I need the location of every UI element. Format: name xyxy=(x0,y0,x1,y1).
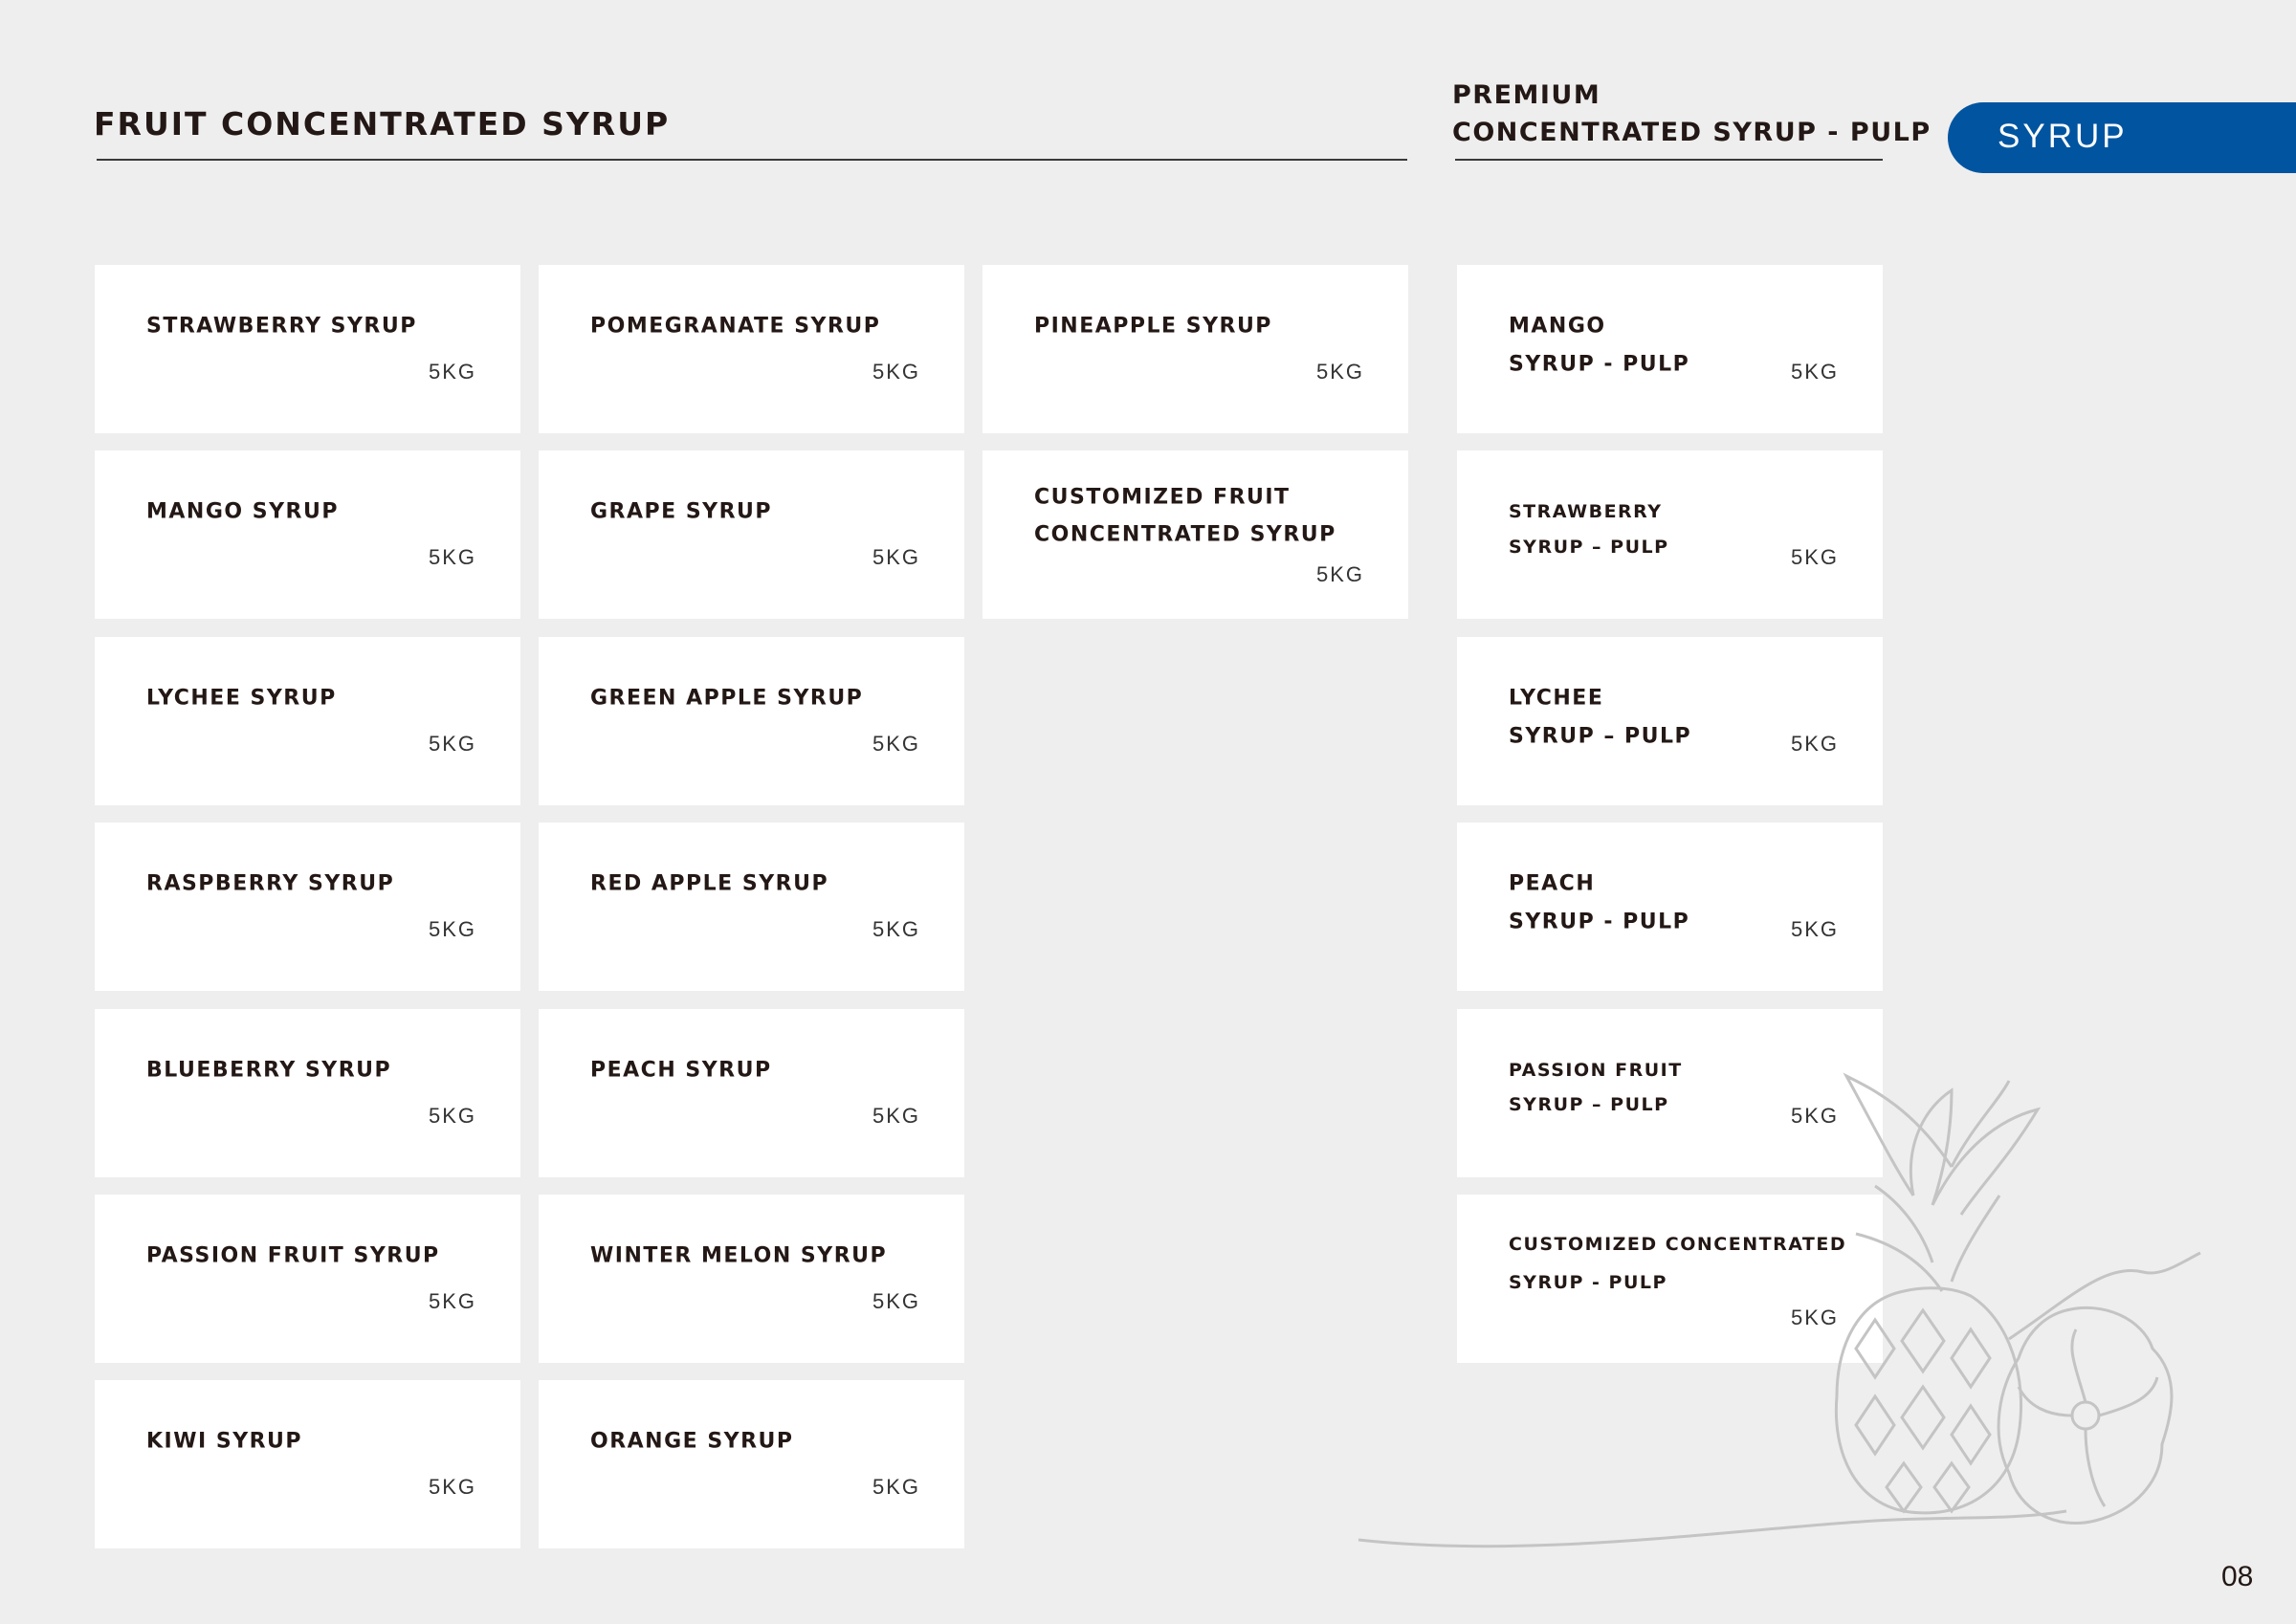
product-card: CUSTOMIZED CONCENTRATED SYRUP - PULP 5KG xyxy=(1457,1195,1883,1363)
category-tab: SYRUP xyxy=(1948,102,2296,173)
product-card: PEACH SYRUP 5KG xyxy=(539,1009,964,1177)
product-name: MANGO SYRUP xyxy=(146,499,339,524)
product-card: CUSTOMIZED FRUIT CONCENTRATED SYRUP 5KG xyxy=(982,450,1408,619)
title-underline xyxy=(97,159,1407,161)
product-name: GRAPE SYRUP xyxy=(590,499,773,524)
product-name: LYCHEE xyxy=(1509,686,1604,711)
product-card: GRAPE SYRUP 5KG xyxy=(539,450,964,619)
product-name: PEACH SYRUP xyxy=(590,1058,772,1083)
pineapple-illustration xyxy=(1358,1072,2201,1548)
product-name: CUSTOMIZED CONCENTRATED xyxy=(1509,1234,1847,1255)
product-card: STRAWBERRY SYRUP 5KG xyxy=(95,265,520,433)
product-name: WINTER MELON SYRUP xyxy=(590,1243,888,1268)
product-name: SYRUP – PULP xyxy=(1509,1094,1669,1115)
product-size: 5KG xyxy=(1790,360,1839,384)
premium-section-title: PREMIUM CONCENTRATED SYRUP - PULP xyxy=(1452,77,1932,151)
product-name: STRAWBERRY SYRUP xyxy=(146,314,417,339)
product-name: GREEN APPLE SYRUP xyxy=(590,686,864,711)
product-name: STRAWBERRY xyxy=(1509,501,1663,522)
product-card: STRAWBERRY SYRUP – PULP 5KG xyxy=(1457,450,1883,619)
product-name: SYRUP – PULP xyxy=(1509,724,1692,749)
product-name: LYCHEE SYRUP xyxy=(146,686,337,711)
product-name: SYRUP – PULP xyxy=(1509,537,1669,558)
product-name: RED APPLE SYRUP xyxy=(590,871,829,896)
product-card: MANGO SYRUP - PULP 5KG xyxy=(1457,265,1883,433)
product-size: 5KG xyxy=(1790,732,1839,756)
product-name: SYRUP - PULP xyxy=(1509,352,1690,377)
product-size: 5KG xyxy=(872,1289,920,1313)
product-card: PEACH SYRUP - PULP 5KG xyxy=(1457,823,1883,991)
product-size: 5KG xyxy=(1790,917,1839,941)
product-name: SYRUP - PULP xyxy=(1509,910,1690,934)
product-name: KIWI SYRUP xyxy=(146,1429,303,1454)
product-name: RASPBERRY SYRUP xyxy=(146,871,395,896)
product-size: 5KG xyxy=(428,360,476,384)
product-name: CUSTOMIZED FRUIT xyxy=(1034,485,1291,510)
product-card: KIWI SYRUP 5KG xyxy=(95,1380,520,1548)
product-name: POMEGRANATE SYRUP xyxy=(590,314,881,339)
section-title: FRUIT CONCENTRATED SYRUP xyxy=(94,105,671,143)
product-card: POMEGRANATE SYRUP 5KG xyxy=(539,265,964,433)
product-name: CONCENTRATED SYRUP xyxy=(1034,522,1336,547)
product-size: 5KG xyxy=(428,917,476,941)
product-size: 5KG xyxy=(872,1104,920,1128)
product-size: 5KG xyxy=(428,732,476,756)
product-name: PASSION FRUIT SYRUP xyxy=(146,1243,440,1268)
product-size: 5KG xyxy=(1315,360,1364,384)
product-name: ORANGE SYRUP xyxy=(590,1429,794,1454)
product-card: LYCHEE SYRUP 5KG xyxy=(95,637,520,805)
product-size: 5KG xyxy=(428,1104,476,1128)
product-card: WINTER MELON SYRUP 5KG xyxy=(539,1195,964,1363)
product-card: RED APPLE SYRUP 5KG xyxy=(539,823,964,991)
product-size: 5KG xyxy=(1790,545,1839,569)
product-size: 5KG xyxy=(428,1475,476,1499)
product-name: PINEAPPLE SYRUP xyxy=(1034,314,1272,339)
product-card: PINEAPPLE SYRUP 5KG xyxy=(982,265,1408,433)
product-size: 5KG xyxy=(1315,562,1364,586)
product-name: PASSION FRUIT xyxy=(1509,1060,1683,1081)
page-number: 08 xyxy=(2221,1561,2254,1592)
product-card: GREEN APPLE SYRUP 5KG xyxy=(539,637,964,805)
premium-title-line: PREMIUM xyxy=(1452,80,1601,110)
product-name: PEACH xyxy=(1509,871,1596,896)
product-size: 5KG xyxy=(872,1475,920,1499)
product-size: 5KG xyxy=(1790,1104,1839,1128)
product-name: SYRUP - PULP xyxy=(1509,1272,1667,1293)
product-size: 5KG xyxy=(872,545,920,569)
product-card: BLUEBERRY SYRUP 5KG xyxy=(95,1009,520,1177)
product-card: LYCHEE SYRUP – PULP 5KG xyxy=(1457,637,1883,805)
product-card: PASSION FRUIT SYRUP 5KG xyxy=(95,1195,520,1363)
premium-title-underline xyxy=(1455,159,1883,161)
product-name: BLUEBERRY SYRUP xyxy=(146,1058,392,1083)
product-name: MANGO xyxy=(1509,314,1606,339)
product-size: 5KG xyxy=(872,732,920,756)
product-size: 5KG xyxy=(428,545,476,569)
product-card: ORANGE SYRUP 5KG xyxy=(539,1380,964,1548)
product-size: 5KG xyxy=(428,1289,476,1313)
product-size: 5KG xyxy=(872,917,920,941)
product-card: MANGO SYRUP 5KG xyxy=(95,450,520,619)
product-card: PASSION FRUIT SYRUP – PULP 5KG xyxy=(1457,1009,1883,1177)
product-size: 5KG xyxy=(1790,1306,1839,1329)
premium-title-line: CONCENTRATED SYRUP - PULP xyxy=(1452,118,1932,147)
product-size: 5KG xyxy=(872,360,920,384)
category-tab-label: SYRUP xyxy=(1998,118,2128,155)
product-card: RASPBERRY SYRUP 5KG xyxy=(95,823,520,991)
